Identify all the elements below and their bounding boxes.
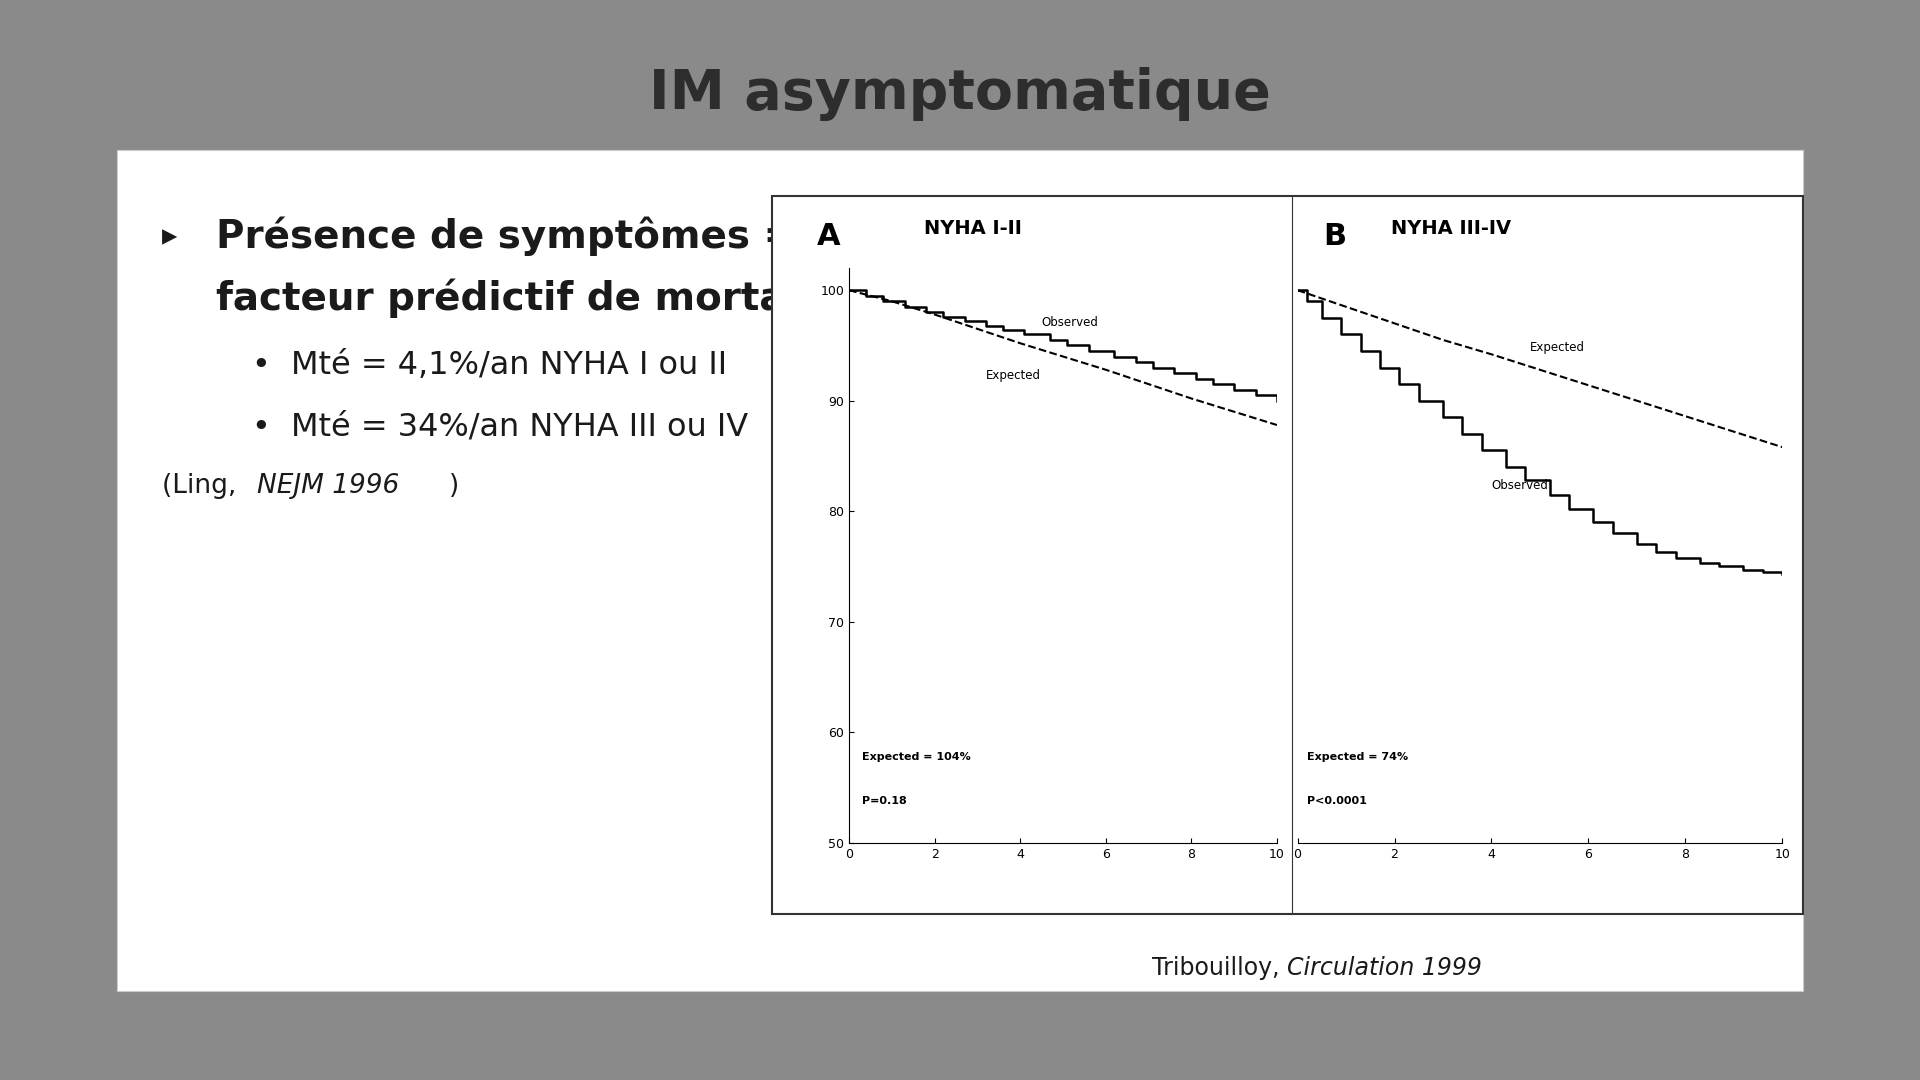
- Text: •  Mté = 4,1%/an NYHA I ou II: • Mté = 4,1%/an NYHA I ou II: [252, 350, 728, 381]
- Text: ▸: ▸: [161, 221, 177, 251]
- Text: Expected: Expected: [987, 368, 1041, 381]
- Bar: [117, 150, 1803, 991]
- Text: IM asymptomatique: IM asymptomatique: [649, 67, 1271, 121]
- Text: NYHA I-II: NYHA I-II: [924, 219, 1021, 238]
- Text: P=0.18: P=0.18: [862, 796, 906, 806]
- Text: Circulation 1999: Circulation 1999: [1286, 956, 1482, 980]
- Text: B: B: [1323, 222, 1346, 251]
- Text: Expected = 104%: Expected = 104%: [862, 752, 972, 761]
- Text: Expected: Expected: [1530, 341, 1586, 354]
- Text: P<0.0001: P<0.0001: [1308, 796, 1367, 806]
- Bar: [772, 197, 1803, 915]
- Text: Expected = 74%: Expected = 74%: [1308, 752, 1409, 761]
- Text: A: A: [816, 222, 841, 251]
- Text: (Ling,: (Ling,: [161, 473, 244, 499]
- Text: •  Mté = 34%/an NYHA III ou IV: • Mté = 34%/an NYHA III ou IV: [252, 411, 747, 443]
- Text: Observed: Observed: [1043, 315, 1098, 328]
- Text: NEJM 1996: NEJM 1996: [257, 473, 399, 499]
- Text: NYHA III-IV: NYHA III-IV: [1392, 219, 1511, 238]
- Text: Présence de symptômes =: Présence de symptômes =: [215, 217, 797, 256]
- Text: ): ): [449, 473, 459, 499]
- Text: Observed: Observed: [1492, 480, 1548, 492]
- Text: Tribouilloy,: Tribouilloy,: [1152, 956, 1286, 980]
- Text: facteur prédictif de mortalité n°1: facteur prédictif de mortalité n°1: [215, 279, 945, 318]
